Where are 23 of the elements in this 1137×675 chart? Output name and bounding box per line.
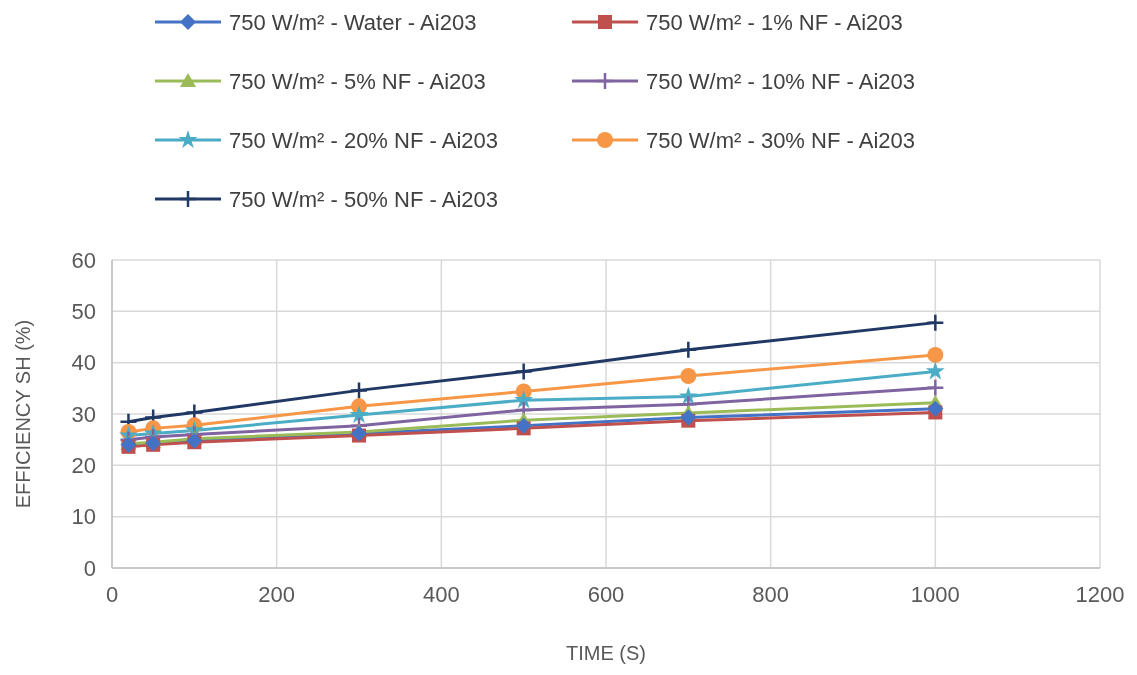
legend-label: 750 W/m² - Water - Ai203 [229,9,477,35]
x-tick-label: 800 [752,582,790,607]
y-tick-label: 50 [71,299,96,325]
x-tick-label: 1000 [910,582,960,607]
x-tick-label: 200 [258,582,296,607]
legend-label: 750 W/m² - 30% NF - Ai203 [646,127,915,153]
x-tick-label: 600 [587,582,625,607]
legend-label: 750 W/m² - 5% NF - Ai203 [229,68,486,94]
legend-label: 750 W/m² - 1% NF - Ai203 [646,9,903,35]
legend-label: 750 W/m² - 20% NF - Ai203 [229,127,498,153]
legend-label: 750 W/m² - 50% NF - Ai203 [229,186,498,212]
x-axis-title: TIME (S) [566,642,646,664]
x-tick-label: 1200 [1075,582,1125,607]
y-tick-label: 0 [83,555,96,581]
y-tick-label: 20 [71,453,96,479]
x-tick-label: 400 [422,582,460,607]
y-tick-label: 60 [71,247,96,273]
y-tick-label: 40 [71,350,96,376]
x-tick-label: 0 [105,582,119,607]
y-tick-label: 30 [71,401,96,427]
legend-label: 750 W/m² - 10% NF - Ai203 [646,68,915,94]
y-tick-label: 10 [71,504,96,530]
y-axis-title: EFFICIENCY SH (%) [12,319,34,509]
